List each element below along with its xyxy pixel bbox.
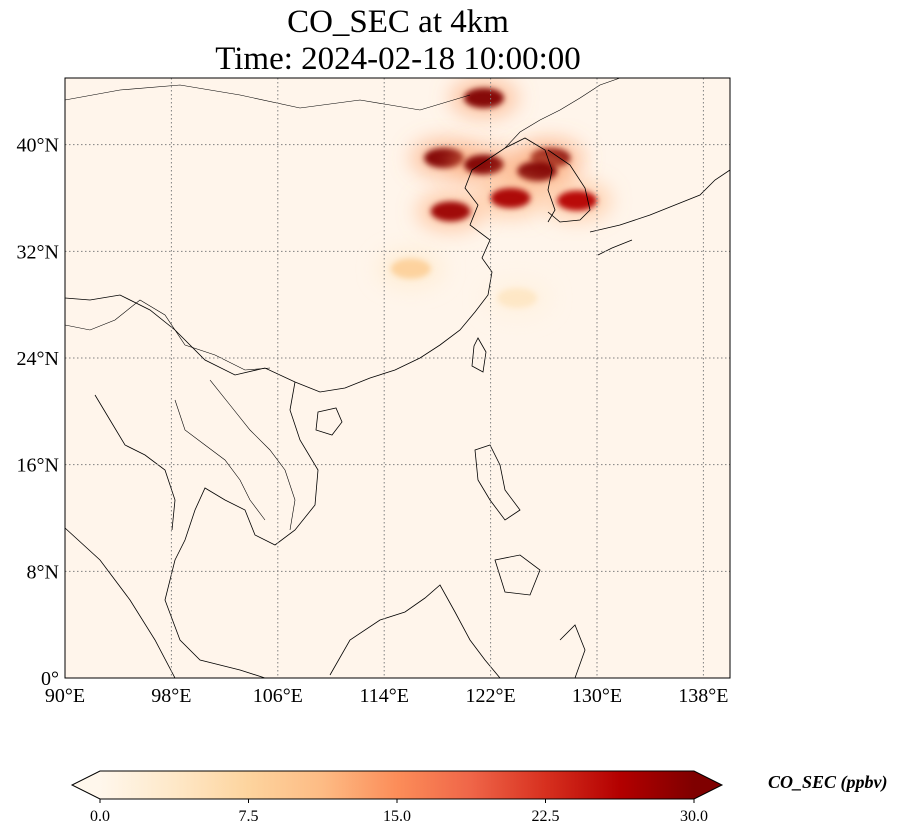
latitude-tick-label: 8°N [27, 561, 59, 583]
border-china-korea [504, 97, 581, 149]
coastline-japan [589, 169, 730, 256]
colorbar-extend-min [72, 771, 100, 799]
colorbar-tick-label: 7.5 [239, 808, 259, 825]
latitude-tick-label: 16°N [17, 455, 59, 477]
border-laos-vietnam [209, 379, 296, 531]
co-hotspot [390, 258, 431, 279]
longitude-tick-label: 106°E [253, 685, 303, 707]
coastline-hainan [315, 407, 343, 436]
longitude-tick-label: 122°E [465, 685, 515, 707]
colorbar-gradient [100, 771, 694, 799]
colorbar-ticks: 0.0 7.5 15.0 22.5 30.0 [90, 799, 708, 825]
map-plot-area: 90°E 98°E 106°E 114°E 122°E 130°E 138°E 0° 8°N 1… [17, 77, 731, 707]
latitude-tick-labels: 0° 8°N 16°N 24°N 32°N 40°N [17, 135, 59, 690]
coastline-sulawesi [559, 624, 586, 678]
coastline-taiwan [471, 337, 487, 373]
colorbar-tick-label: 15.0 [383, 808, 411, 825]
latitude-tick-label: 24°N [17, 348, 59, 370]
coastline-mindanao [494, 554, 541, 596]
co-plumes [376, 78, 612, 318]
coastline-borneo [329, 584, 501, 678]
map-background [65, 78, 730, 678]
colorbar-label: CO_SEC (ppbv) [768, 772, 888, 792]
longitude-tick-label: 98°E [151, 685, 191, 707]
coastline-luzon [474, 444, 521, 521]
co-hotspot [463, 154, 504, 175]
gridlines [65, 78, 730, 678]
border-china-north [65, 84, 471, 111]
latitude-tick-label: 0° [41, 668, 59, 690]
longitude-tick-labels: 90°E 98°E 106°E 114°E 122°E 130°E 138°E [45, 685, 729, 707]
latitude-tick-label: 40°N [17, 135, 59, 157]
coastline-myanmar [94, 394, 176, 531]
co-hotspot [557, 190, 598, 211]
co-hotspot [497, 288, 538, 308]
border-russia [579, 78, 621, 99]
latitude-tick-label: 32°N [17, 241, 59, 263]
longitude-tick-label: 90°E [45, 685, 85, 707]
map-frame [64, 77, 731, 679]
colorbar-tick-label: 30.0 [680, 808, 708, 825]
longitude-tick-label: 130°E [572, 685, 622, 707]
longitude-tick-label: 138°E [678, 685, 728, 707]
country-borders [65, 78, 621, 531]
longitude-tick-label: 114°E [359, 685, 408, 707]
coastline-mainland [65, 137, 556, 393]
chart-title: CO_SEC at 4km [287, 4, 509, 40]
border-china-south [65, 299, 271, 371]
co-hotspot [463, 88, 504, 108]
coastlines [65, 137, 730, 678]
coastline-indochina [164, 381, 319, 678]
coastline-sumatra [65, 527, 176, 678]
co-hotspot [517, 161, 558, 182]
border-thailand [174, 399, 266, 521]
colorbar-tick-label: 0.0 [90, 808, 110, 825]
co-hotspot [490, 188, 531, 208]
colorbar-extend-max [694, 771, 722, 799]
chart-subtitle-time: Time: 2024-02-18 10:00:00 [215, 41, 581, 77]
colorbar: 0.0 7.5 15.0 22.5 30.0 [70, 770, 724, 825]
co-hotspot [430, 201, 471, 222]
coastline-korea [547, 149, 591, 223]
colorbar-tick-label: 22.5 [532, 808, 560, 825]
